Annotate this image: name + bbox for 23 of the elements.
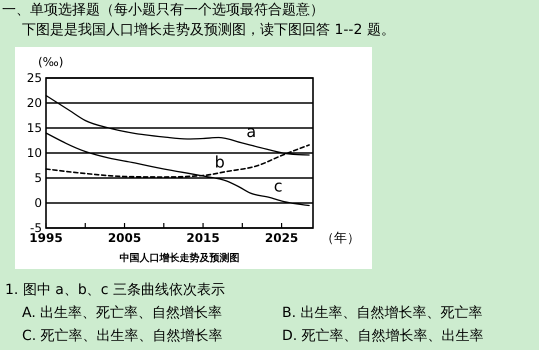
y-tick-label: 5 bbox=[34, 171, 42, 186]
x-axis-title: （年） bbox=[321, 231, 360, 246]
y-tick-label: 20 bbox=[26, 96, 42, 110]
x-tick-label: 2025 bbox=[264, 231, 298, 245]
y-axis-title: (‰) bbox=[38, 55, 64, 69]
y-tick-label: 15 bbox=[26, 121, 42, 136]
text: 一、单项选择题（每小题只有一个选项最符合题意） bbox=[2, 2, 324, 18]
series-label: a bbox=[246, 122, 256, 141]
y-tick-label: 25 bbox=[26, 71, 42, 86]
text: A. 出生率、死亡率、自然增长率 bbox=[22, 305, 222, 321]
x-tick-label: 2005 bbox=[108, 231, 142, 245]
y-tick-label: 10 bbox=[26, 146, 42, 160]
text: 下图是是我国人口增长走势及预测图，读下图回答 1--2 题。 bbox=[22, 22, 395, 38]
text: D. 死亡率、自然增长率、出生率 bbox=[282, 328, 484, 344]
series-label: c bbox=[274, 176, 283, 196]
x-tick-label: 2015 bbox=[186, 231, 220, 245]
x-tick-label: 1995 bbox=[29, 231, 63, 245]
text: 中国人口增长走势及预测图 bbox=[120, 252, 240, 264]
text: B. 出生率、自然增长率、死亡率 bbox=[282, 305, 483, 321]
text: 1. 图中 a、b、c 三条曲线依次表示 bbox=[5, 282, 225, 298]
y-tick-label: 0 bbox=[34, 196, 42, 210]
text: C. 死亡率、出生率、自然增长率 bbox=[22, 328, 223, 344]
series-label: b bbox=[214, 152, 225, 172]
